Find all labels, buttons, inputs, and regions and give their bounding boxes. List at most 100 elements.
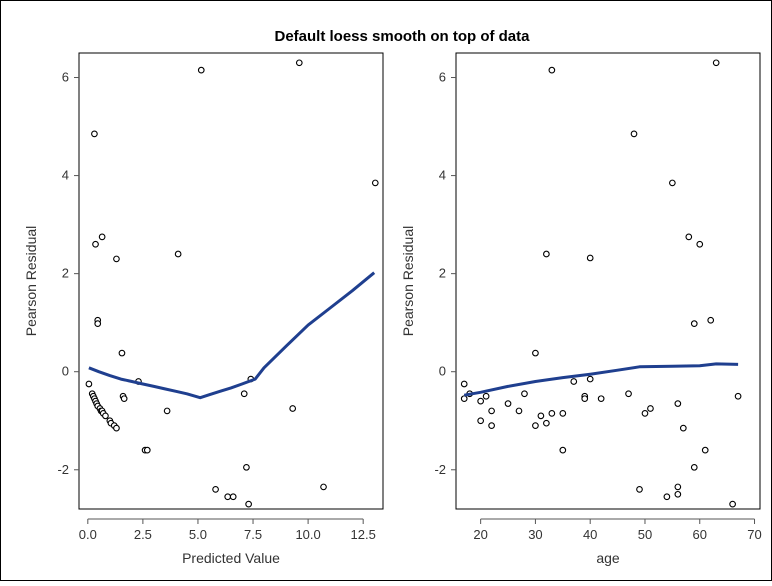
- x-tick-label: 30: [528, 527, 542, 542]
- panels: -2 0 2 4 6 0.0 2.5 5.0 7.5 10.0 12.5 Predicted Valu…: [23, 52, 762, 566]
- data-point: [460, 380, 468, 388]
- data-point: [690, 320, 698, 328]
- y-tick-label: 0: [62, 364, 69, 379]
- x-tick-label: 10.0: [295, 527, 320, 542]
- y-tick-label: 4: [62, 168, 69, 183]
- y-tick-label: 0: [439, 364, 446, 379]
- data-point: [586, 375, 594, 383]
- data-point: [197, 66, 205, 74]
- data-point: [537, 412, 545, 420]
- x-tick-label: 2.5: [134, 527, 152, 542]
- data-point: [734, 392, 742, 400]
- x-axis-label: age: [596, 550, 620, 566]
- y-tick-label: 6: [62, 70, 69, 85]
- data-point: [707, 316, 715, 324]
- data-point: [94, 320, 102, 328]
- x-tick-label: 70: [747, 527, 761, 542]
- data-point: [701, 446, 709, 454]
- data-point: [570, 378, 578, 385]
- plot-frame: [455, 52, 761, 510]
- y-tick-label: -2: [57, 462, 69, 477]
- data-point: [295, 59, 303, 67]
- data-point: [477, 397, 484, 405]
- data-point: [641, 410, 649, 417]
- data-point: [224, 493, 232, 501]
- x-tick-label: 60: [693, 527, 707, 542]
- data-point: [696, 240, 704, 248]
- y-tick-label: 6: [439, 70, 446, 85]
- data-point: [98, 233, 106, 241]
- plot-frame: [78, 52, 384, 510]
- data-point: [229, 493, 237, 501]
- data-point: [548, 410, 556, 417]
- panel-2: -2 0 2 4 6 20 30 40 50 60 70 age Pearson Residual: [400, 52, 762, 566]
- data-point: [674, 483, 682, 491]
- data-point: [91, 130, 98, 138]
- data-point: [559, 446, 567, 454]
- data-point: [212, 486, 219, 493]
- x-tick-label: 0.0: [79, 527, 97, 542]
- y-tick-label: 2: [62, 266, 69, 281]
- data-point: [712, 59, 720, 67]
- data-point: [488, 407, 495, 415]
- data-point: [243, 463, 250, 471]
- y-axis-label: Pearson Residual: [23, 226, 39, 337]
- data-point: [548, 66, 556, 74]
- data-point: [543, 419, 550, 427]
- data-point: [245, 500, 252, 508]
- data-point: [240, 390, 248, 398]
- data-point: [543, 250, 550, 258]
- data-point: [460, 395, 468, 403]
- data-point: [113, 255, 120, 263]
- x-tick-label: 7.5: [244, 527, 262, 542]
- x-tick-label: 5.0: [189, 527, 207, 542]
- y-axis-label: Pearson Residual: [400, 226, 416, 337]
- data-point: [289, 405, 297, 412]
- panel-1: -2 0 2 4 6 0.0 2.5 5.0 7.5 10.0 12.5 Predicted Valu…: [23, 52, 384, 566]
- data-point: [586, 254, 594, 262]
- y-tick-label: -2: [434, 462, 446, 477]
- data-point: [488, 422, 495, 429]
- x-tick-label: 50: [638, 527, 652, 542]
- data-point: [674, 490, 682, 498]
- data-point: [515, 407, 523, 415]
- data-point: [371, 179, 379, 187]
- loess-smooth-line: [88, 271, 376, 400]
- data-point: [663, 493, 671, 501]
- data-point: [120, 395, 128, 403]
- data-point: [636, 486, 643, 493]
- data-point: [625, 390, 632, 398]
- y-tick-label: 2: [439, 266, 446, 281]
- data-point: [685, 233, 693, 241]
- data-point: [679, 424, 687, 432]
- data-point: [669, 179, 676, 187]
- data-point: [113, 424, 120, 432]
- x-tick-label: 20: [473, 527, 487, 542]
- data-point: [320, 483, 327, 491]
- data-point: [85, 380, 93, 388]
- loess-smooth-line: [463, 362, 739, 397]
- data-point: [163, 407, 171, 415]
- data-point: [477, 417, 484, 425]
- data-point: [118, 349, 126, 357]
- x-axis-label: Predicted Value: [182, 550, 280, 566]
- data-point: [482, 392, 490, 400]
- chart-title: Default loess smooth on top of data: [274, 28, 530, 45]
- y-tick-label: 4: [439, 168, 446, 183]
- data-point: [630, 130, 638, 138]
- data-point: [597, 395, 605, 403]
- x-tick-label: 12.5: [351, 527, 376, 542]
- data-point: [521, 390, 528, 398]
- data-point: [690, 463, 698, 471]
- x-tick-label: 40: [583, 527, 597, 542]
- data-point: [532, 422, 539, 429]
- data-point: [174, 250, 182, 258]
- data-point: [559, 410, 567, 417]
- data-point: [581, 395, 589, 403]
- data-point: [92, 240, 99, 248]
- data-point: [532, 349, 539, 357]
- data-point: [102, 412, 109, 420]
